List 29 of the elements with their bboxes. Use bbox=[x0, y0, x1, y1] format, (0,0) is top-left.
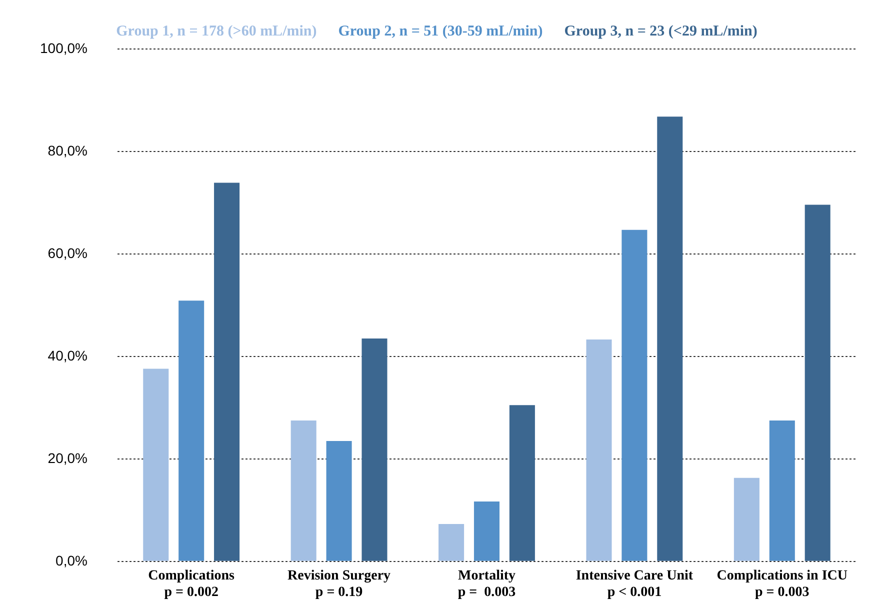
bar bbox=[178, 300, 204, 561]
bar bbox=[734, 478, 760, 561]
y-tick-label: 60,0% bbox=[48, 244, 88, 261]
bar bbox=[326, 440, 352, 561]
y-tick-label: 40,0% bbox=[48, 347, 88, 364]
text: Group 1, n = 178 (>60 mL/min) bbox=[116, 23, 317, 40]
bar bbox=[804, 204, 830, 561]
bar bbox=[769, 420, 795, 561]
x-tick-label: Complications p = 0.002 bbox=[148, 568, 236, 600]
bar bbox=[586, 340, 612, 561]
x-tick-label: Revision Surgery p = 0.19 bbox=[288, 568, 391, 600]
x-tick-label: Intensive Care Unit p < 0.001 bbox=[576, 568, 694, 600]
bar bbox=[657, 116, 683, 561]
bar bbox=[509, 405, 535, 561]
x-tick-label: Complications in ICU p = 0.003 bbox=[716, 568, 848, 600]
bar bbox=[622, 230, 648, 561]
bar bbox=[143, 368, 169, 561]
text: Group 2, n = 51 (30-59 mL/min) bbox=[338, 23, 543, 40]
text: Group 3, n = 23 (<29 mL/min) bbox=[564, 23, 758, 40]
y-tick-label: 0,0% bbox=[56, 552, 88, 568]
bar bbox=[362, 338, 388, 561]
x-tick-label: Mortality p = 0.003 bbox=[458, 568, 516, 600]
y-tick-label: 20,0% bbox=[48, 450, 88, 466]
bar bbox=[474, 501, 500, 561]
bar bbox=[214, 182, 240, 561]
bar bbox=[438, 524, 464, 561]
y-tick-label: 80,0% bbox=[48, 142, 88, 158]
y-tick-label: 100,0% bbox=[40, 40, 88, 56]
bar bbox=[290, 420, 316, 561]
